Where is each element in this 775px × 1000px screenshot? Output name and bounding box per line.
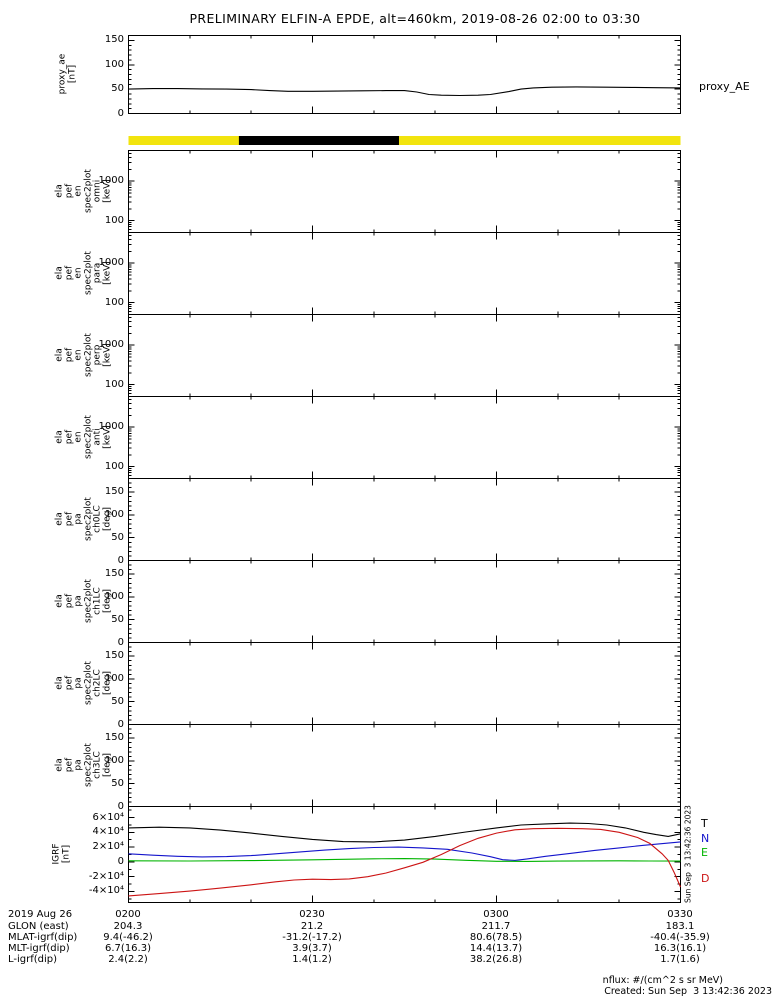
status-bar (128, 136, 681, 145)
panel-igrf (128, 806, 682, 903)
ytick-pa_ch3-2: 100 (104, 754, 124, 766)
footer-row-0-value-0: 0200 (115, 909, 141, 920)
ytick-igrf-5: -4×10⁴ (88, 885, 124, 897)
footer-row-1-value-2: 211.7 (481, 921, 511, 932)
ytick-pa_ch2-0: 0 (117, 718, 124, 730)
panel-en_anti (128, 396, 681, 479)
footer-row-3-value-2: 14.4(13.7) (469, 943, 523, 954)
ylabel-igrf: IGRF [nT] (51, 843, 72, 865)
footer-row-3-value-3: 16.3(16.1) (653, 943, 707, 954)
status-bar-segment (238, 136, 399, 145)
ytick-en_anti-1: 1000 (98, 421, 124, 433)
ytick-igrf-1: 4×10⁴ (92, 826, 124, 838)
footer-row-label-1: GLON (east) (8, 921, 69, 932)
ytick-igrf-4: -2×10⁴ (88, 870, 124, 882)
ytick-pa_ch0-0: 0 (117, 554, 124, 566)
ytick-en_omni-1: 1000 (98, 175, 124, 187)
footer-row-0-value-2: 0300 (483, 909, 509, 920)
ytick-pa_ch2-1: 50 (111, 695, 124, 707)
ytick-en_omni-0: 100 (104, 214, 124, 226)
created-timestamp-vertical: Sun Sep 3 13:42:36 2023 (683, 805, 693, 903)
igrf-legend-E: E (701, 846, 708, 859)
footer-row-4-value-3: 1.7(1.6) (660, 954, 700, 965)
footer-row-2-value-2: 80.6(78.5) (469, 932, 523, 943)
panel-pa_ch1 (128, 560, 681, 643)
ytick-en_para-1: 1000 (98, 257, 124, 269)
footer-row-label-4: L-igrf(dip) (8, 954, 58, 965)
footer-row-4-value-1: 1.4(1.2) (292, 954, 332, 965)
ytick-pa_ch1-3: 150 (104, 568, 124, 580)
footer-row-4-value-2: 38.2(26.8) (469, 954, 523, 965)
footer-row-label-3: MLT-igrf(dip) (8, 943, 70, 954)
ytick-pa_ch3-0: 0 (117, 800, 124, 812)
footer-row-0-value-1: 0230 (299, 909, 325, 920)
panel-pa_ch0 (128, 478, 681, 561)
footer-row-label-2: MLAT-igrf(dip) (8, 932, 78, 943)
panel-en_omni (128, 150, 681, 233)
plot-title: PRELIMINARY ELFIN-A EPDE, alt=460km, 201… (189, 11, 641, 26)
panel-proxy_ae (128, 35, 681, 114)
series-D (128, 827, 682, 897)
ytick-pa_ch1-0: 0 (117, 636, 124, 648)
ytick-igrf-2: 2×10⁴ (92, 841, 124, 853)
panel-pa_ch2 (128, 642, 681, 725)
footer-row-1-value-1: 21.2 (300, 921, 324, 932)
series-N (128, 841, 681, 861)
igrf-legend-T: T (701, 817, 708, 830)
ytick-proxy_ae-3: 150 (104, 34, 124, 46)
series-E (128, 858, 681, 862)
ytick-pa_ch1-2: 100 (104, 590, 124, 602)
ytick-pa_ch2-3: 150 (104, 650, 124, 662)
ytick-proxy_ae-0: 0 (117, 107, 124, 119)
panel-en_perp (128, 314, 681, 397)
footer-row-label-0: 2019 Aug 26 (8, 909, 73, 920)
ylabel-proxy_ae: proxy_ae [nT] (57, 53, 78, 95)
ytick-en_para-0: 100 (104, 296, 124, 308)
ytick-en_perp-1: 1000 (98, 339, 124, 351)
ytick-pa_ch3-3: 150 (104, 732, 124, 744)
igrf-legend-N: N (701, 832, 710, 845)
created-timestamp: Created: Sun Sep 3 13:42:36 2023 (604, 986, 772, 997)
ytick-pa_ch0-1: 50 (111, 531, 124, 543)
ytick-proxy_ae-1: 50 (111, 83, 124, 95)
ytick-en_anti-0: 100 (104, 460, 124, 472)
footer-row-1-value-3: 183.1 (665, 921, 695, 932)
igrf-legend-D: D (701, 872, 710, 885)
footer-row-2-value-3: -40.4(-35.9) (650, 932, 710, 943)
ytick-en_perp-0: 100 (104, 378, 124, 390)
nflux-units-note: nflux: #/(cm^2 s sr MeV) (602, 975, 723, 986)
series-T (128, 822, 681, 843)
ytick-pa_ch0-3: 150 (104, 486, 124, 498)
footer-row-4-value-0: 2.4(2.2) (108, 954, 148, 965)
ytick-proxy_ae-2: 100 (104, 58, 124, 70)
footer-row-1-value-0: 204.3 (113, 921, 143, 932)
footer-row-2-value-1: -31.2(-17.2) (282, 932, 342, 943)
footer-row-3-value-0: 6.7(16.3) (105, 943, 151, 954)
ytick-igrf-3: 0 (117, 855, 124, 867)
footer-row-2-value-0: 9.4(-46.2) (103, 932, 153, 943)
series-proxy_AE (128, 86, 681, 97)
ytick-pa_ch2-2: 100 (104, 672, 124, 684)
panel-en_para (128, 232, 681, 315)
ytick-pa_ch1-1: 50 (111, 613, 124, 625)
ytick-pa_ch0-2: 100 (104, 508, 124, 520)
footer-row-0-value-3: 0330 (667, 909, 693, 920)
panel-pa_ch3 (128, 724, 681, 807)
ytick-pa_ch3-1: 50 (111, 777, 124, 789)
footer-row-3-value-1: 3.9(3.7) (292, 943, 332, 954)
proxy-ae-line-label: proxy_AE (699, 80, 750, 93)
ytick-igrf-0: 6×10⁴ (92, 811, 124, 823)
